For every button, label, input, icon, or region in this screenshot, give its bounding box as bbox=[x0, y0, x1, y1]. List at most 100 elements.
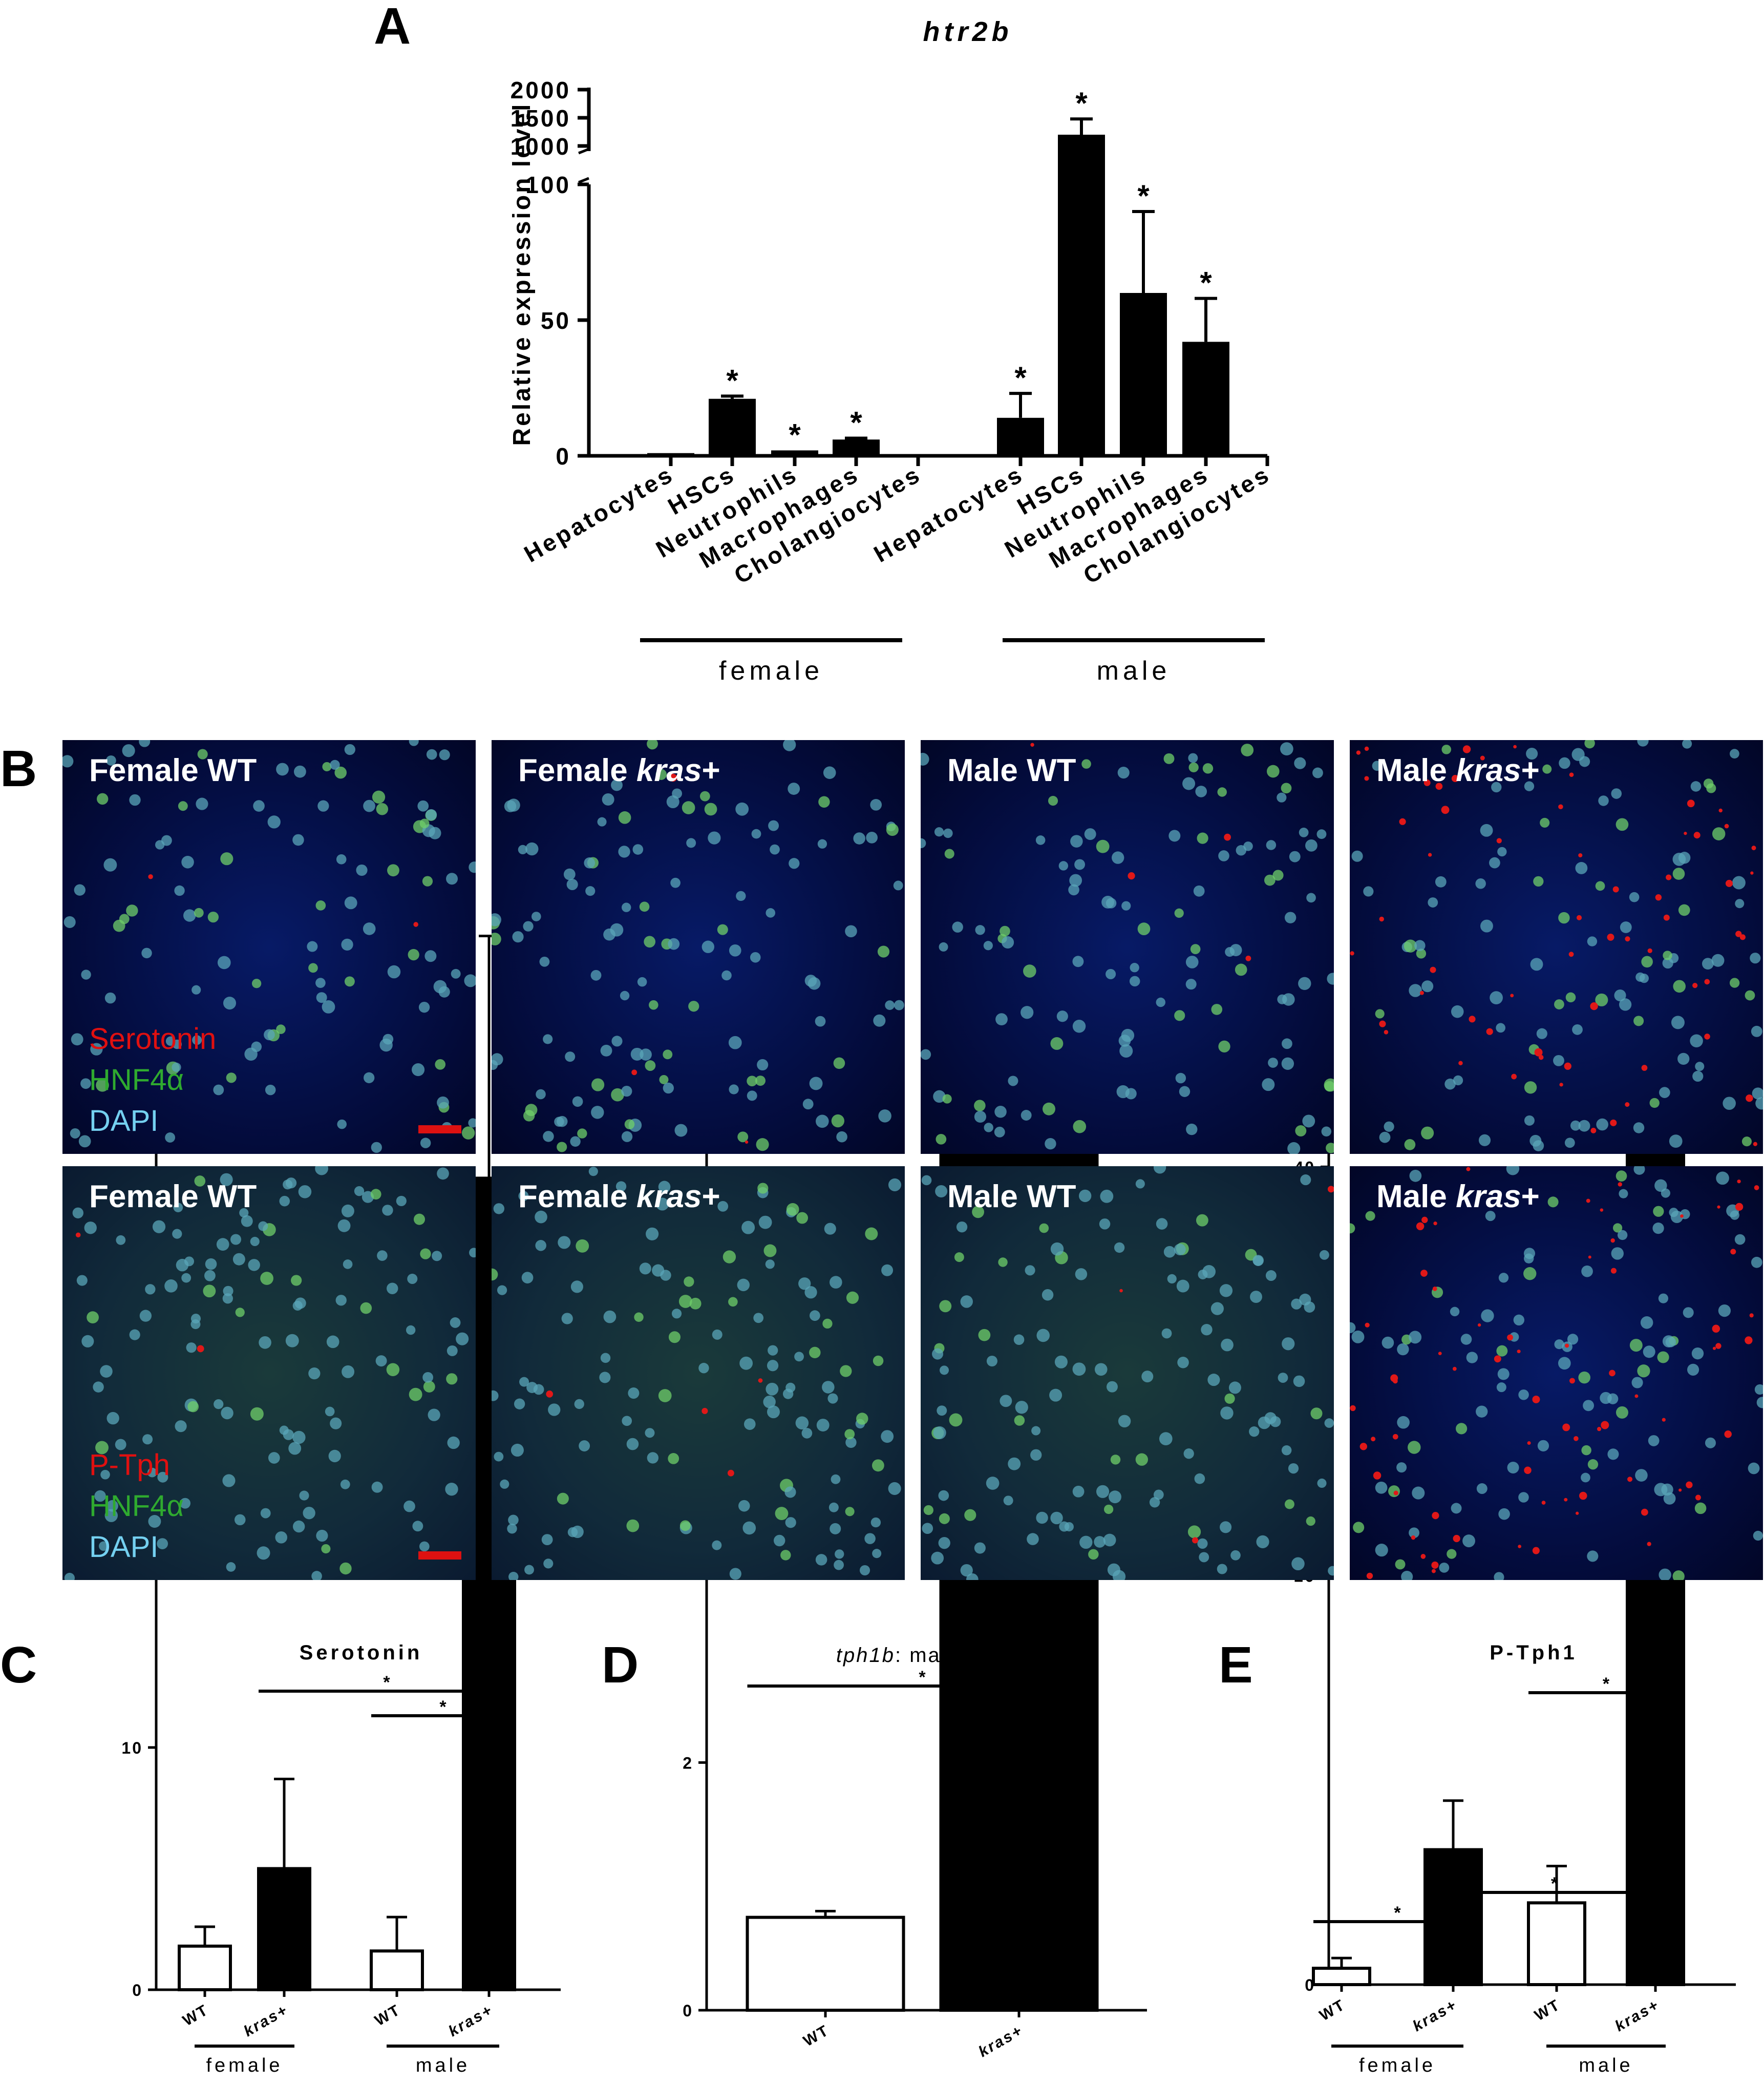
group-label: female bbox=[719, 656, 823, 686]
nucleus bbox=[196, 797, 208, 810]
nucleus bbox=[364, 1072, 375, 1083]
nucleus bbox=[689, 1297, 702, 1310]
micrograph-label: Male WT bbox=[947, 753, 1076, 788]
nucleus bbox=[222, 1474, 236, 1487]
nucleus bbox=[447, 1436, 460, 1449]
nucleus bbox=[737, 1278, 750, 1292]
red-signal bbox=[669, 773, 677, 782]
nucleus bbox=[773, 1534, 785, 1547]
nucleus bbox=[507, 798, 520, 812]
nucleus bbox=[1526, 748, 1538, 760]
nucleus bbox=[877, 945, 890, 958]
nucleus bbox=[590, 970, 602, 981]
nucleus bbox=[1168, 830, 1181, 842]
red-signal bbox=[745, 1140, 749, 1144]
nucleus bbox=[938, 1537, 950, 1549]
nucleus bbox=[1536, 1028, 1547, 1039]
nucleus bbox=[418, 1001, 430, 1013]
nucleus bbox=[1207, 1374, 1220, 1386]
nucleus bbox=[148, 1515, 161, 1528]
nucleus bbox=[1174, 908, 1184, 918]
panel-label-b: B bbox=[0, 740, 37, 797]
nucleus bbox=[241, 1215, 253, 1227]
red-signal bbox=[1364, 776, 1369, 781]
nucleus bbox=[621, 1085, 632, 1097]
nucleus bbox=[1671, 1016, 1685, 1029]
nucleus bbox=[615, 1181, 627, 1192]
nucleus bbox=[126, 904, 138, 917]
nucleus bbox=[666, 795, 679, 809]
nucleus bbox=[157, 1471, 168, 1483]
nucleus bbox=[84, 1221, 97, 1234]
nucleus bbox=[1072, 1485, 1085, 1498]
nucleus bbox=[1262, 1078, 1275, 1091]
nucleus bbox=[845, 1507, 855, 1517]
red-signal bbox=[1754, 1185, 1759, 1190]
red-signal bbox=[1737, 1180, 1741, 1184]
nucleus bbox=[628, 1387, 640, 1399]
red-signal bbox=[1466, 1167, 1471, 1171]
nucleus bbox=[1119, 1044, 1133, 1058]
y-tick-label: 0 bbox=[683, 2002, 693, 2020]
nucleus bbox=[767, 1405, 780, 1419]
nucleus bbox=[944, 849, 954, 859]
red-signal bbox=[1373, 1471, 1382, 1480]
nucleus bbox=[1109, 1490, 1121, 1504]
nucleus bbox=[1375, 1544, 1388, 1557]
nucleus bbox=[1266, 840, 1277, 850]
nucleus bbox=[1003, 1496, 1013, 1506]
nucleus bbox=[763, 1244, 777, 1257]
nucleus bbox=[437, 1096, 449, 1109]
nucleus bbox=[518, 845, 527, 855]
nucleus bbox=[446, 1373, 458, 1385]
nucleus bbox=[1039, 1223, 1049, 1233]
red-signal bbox=[1510, 994, 1514, 998]
nucleus bbox=[71, 1033, 83, 1046]
red-signal bbox=[1601, 1421, 1609, 1429]
nucleus bbox=[1496, 1345, 1508, 1357]
nucleus bbox=[885, 1000, 895, 1010]
nucleus bbox=[557, 1142, 567, 1152]
nucleus bbox=[99, 1541, 109, 1551]
red-signal bbox=[1480, 755, 1485, 761]
nucleus bbox=[563, 868, 576, 880]
nucleus bbox=[1008, 1457, 1021, 1470]
nucleus bbox=[747, 1090, 757, 1101]
red-signal bbox=[1627, 1477, 1633, 1482]
nucleus bbox=[1414, 940, 1426, 952]
red-signal bbox=[1704, 979, 1710, 985]
nucleus bbox=[833, 1057, 845, 1069]
nucleus bbox=[115, 1439, 126, 1450]
nucleus bbox=[1289, 851, 1301, 862]
nucleus bbox=[1612, 1223, 1623, 1233]
micrograph-male-wt-serotonin: Male WT bbox=[921, 740, 1334, 1154]
nucleus bbox=[285, 1334, 299, 1347]
nucleus bbox=[450, 1317, 461, 1328]
red-signal bbox=[1356, 750, 1361, 755]
nucleus bbox=[1506, 1166, 1520, 1175]
nucleus bbox=[1379, 1131, 1391, 1143]
nucleus bbox=[1319, 1250, 1329, 1260]
x-tick-label: WT bbox=[372, 2001, 403, 2029]
nucleus bbox=[674, 1124, 688, 1137]
nucleus bbox=[1304, 1301, 1315, 1313]
nucleus bbox=[785, 1382, 796, 1393]
nucleus bbox=[1188, 753, 1198, 763]
nucleus bbox=[494, 1451, 504, 1462]
nucleus bbox=[283, 1180, 293, 1190]
nucleus bbox=[1298, 977, 1311, 991]
x-tick-label: Hepatocytes bbox=[519, 460, 678, 567]
red-signal bbox=[1712, 1346, 1716, 1350]
nucleus bbox=[622, 1416, 632, 1426]
nucleus bbox=[96, 793, 109, 805]
nucleus bbox=[1629, 1339, 1643, 1352]
nucleus bbox=[893, 880, 903, 891]
nucleus bbox=[1350, 1322, 1356, 1334]
comparison-star: * bbox=[1394, 1903, 1401, 1923]
nucleus bbox=[426, 809, 437, 820]
micrograph-label: Female WT bbox=[89, 753, 257, 788]
nucleus bbox=[251, 979, 262, 988]
significance-star: * bbox=[1200, 266, 1212, 300]
nucleus bbox=[663, 1049, 673, 1060]
nucleus bbox=[468, 1118, 476, 1128]
